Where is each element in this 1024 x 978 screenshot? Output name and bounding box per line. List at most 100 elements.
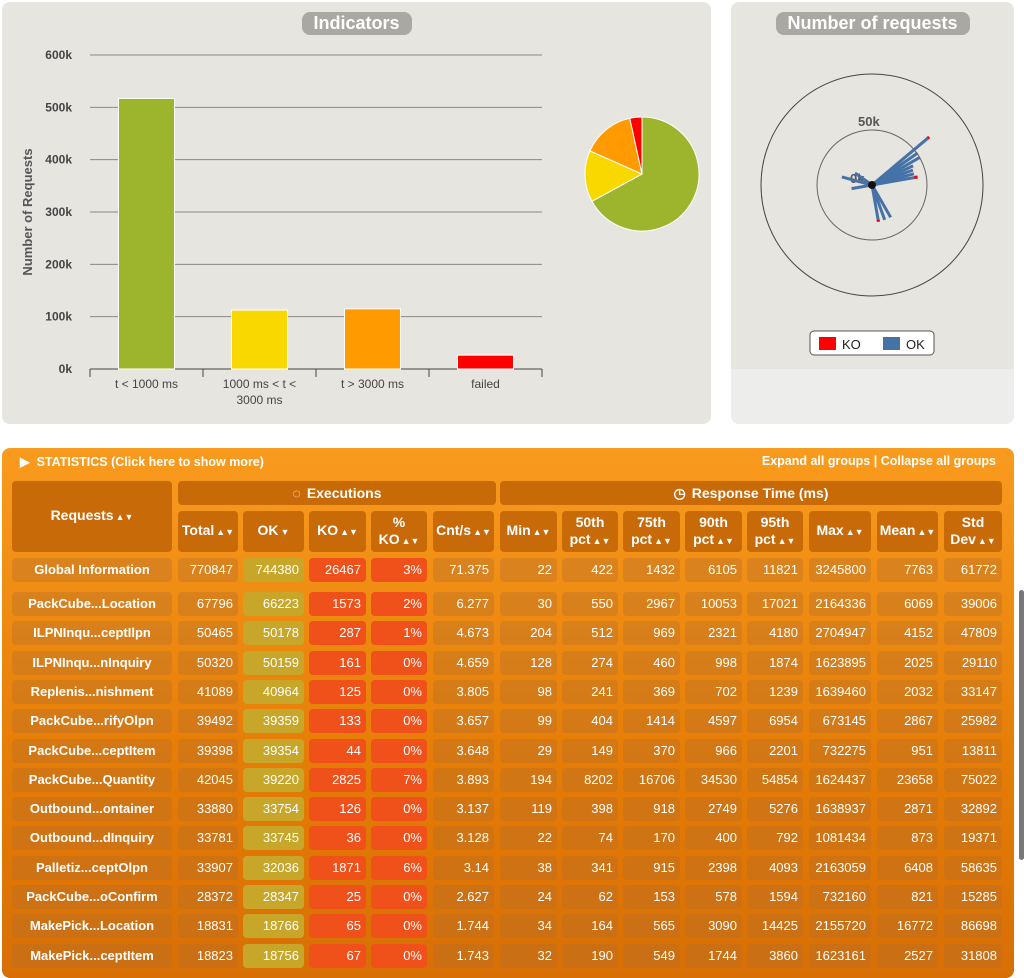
cell-ko: 1573 (309, 592, 366, 616)
y-tick-label: 400k (45, 153, 72, 167)
cell-cnt-s: 6.277 (433, 592, 494, 616)
cell-75th-pct: 170 (623, 826, 680, 850)
cell-mean: 2032 (877, 680, 938, 704)
cell-75th-pct: 918 (623, 797, 680, 821)
request-name[interactable]: PackCube...Quantity (12, 768, 172, 792)
x-tick-label: 1000 ms < t < (223, 377, 296, 391)
cell-95th-pct: 11821 (747, 558, 803, 582)
scrollbar[interactable] (1019, 590, 1024, 860)
cell-cnt-s: 3.805 (433, 680, 494, 704)
cell--ko: 6% (371, 856, 427, 880)
cell-std-dev: 32892 (944, 797, 1002, 821)
cell-mean: 951 (877, 739, 938, 763)
column-header[interactable]: Mean▲▼ (877, 511, 938, 552)
column-header[interactable]: 90th pct▲▼ (685, 511, 742, 552)
cell-total: 33781 (178, 826, 238, 850)
column-header-label: Max (816, 522, 843, 538)
column-header[interactable]: Std Dev▲▼ (944, 511, 1002, 552)
column-header[interactable]: Min▲▼ (500, 511, 557, 552)
x-tick-label: 3000 ms (236, 393, 282, 407)
column-header[interactable]: OK▼ (243, 511, 304, 552)
column-header-label: Cnt/s (436, 522, 471, 538)
request-name[interactable]: PackCube...rifyOlpn (12, 709, 172, 733)
cell-min: 22 (500, 826, 557, 850)
cell-95th-pct: 54854 (747, 768, 803, 792)
cell-75th-pct: 460 (623, 651, 680, 675)
cell-total: 39398 (178, 739, 238, 763)
statistics-panel: ▶ STATISTICS (Click here to show more) E… (2, 448, 1014, 978)
request-name[interactable]: Outbound...dInquiry (12, 826, 172, 850)
cell-50th-pct: 341 (562, 856, 618, 880)
request-name[interactable]: PackCube...ceptItem (12, 739, 172, 763)
request-name[interactable]: Global Information (12, 558, 172, 582)
cell-90th-pct: 4597 (685, 709, 742, 733)
request-name[interactable]: Outbound...ontainer (12, 797, 172, 821)
response-time-label: Response Time (ms) (692, 485, 829, 501)
cell-min: 30 (500, 592, 557, 616)
cell-mean: 16772 (877, 914, 938, 938)
cell-min: 34 (500, 914, 557, 938)
y-tick-label: 600k (45, 48, 72, 62)
cell-mean: 6408 (877, 856, 938, 880)
cell-95th-pct: 14425 (747, 914, 803, 938)
cell--ko: 0% (371, 651, 427, 675)
cell-cnt-s: 71.375 (433, 558, 494, 582)
executions-label: Executions (307, 485, 382, 501)
column-header[interactable]: KO▲▼ (309, 511, 366, 552)
column-header[interactable]: % KO▲▼ (371, 511, 427, 552)
cell-ok: 744380 (243, 558, 304, 582)
expand-all-link[interactable]: Expand all groups (762, 454, 870, 468)
cell-50th-pct: 274 (562, 651, 618, 675)
cell-min: 38 (500, 856, 557, 880)
cell-total: 28372 (178, 885, 238, 909)
cell-cnt-s: 3.657 (433, 709, 494, 733)
request-name[interactable]: PackCube...Location (12, 592, 172, 616)
cell-min: 32 (500, 944, 557, 968)
request-name[interactable]: ILPNInqu...ceptIlpn (12, 621, 172, 645)
column-header[interactable]: 95th pct▲▼ (747, 511, 803, 552)
sort-icon: ▲▼ (917, 527, 935, 537)
cell-95th-pct: 2201 (747, 739, 803, 763)
cell-75th-pct: 1414 (623, 709, 680, 733)
request-name[interactable]: Replenis...nishment (12, 680, 172, 704)
cell-min: 22 (500, 558, 557, 582)
collapse-all-link[interactable]: Collapse all groups (881, 454, 996, 468)
cell-mean: 2871 (877, 797, 938, 821)
cell-75th-pct: 369 (623, 680, 680, 704)
cell-max: 2704947 (809, 621, 871, 645)
sort-icon: ▲▼ (473, 527, 491, 537)
column-header[interactable]: 75th pct▲▼ (623, 511, 680, 552)
column-header-label: Min (507, 522, 531, 538)
cell-total: 67796 (178, 592, 238, 616)
cell-max: 732275 (809, 739, 871, 763)
y-tick-label: 200k (45, 257, 72, 271)
column-header[interactable]: Cnt/s▲▼ (433, 511, 494, 552)
cell-std-dev: 47809 (944, 621, 1002, 645)
cell-max: 1623161 (809, 944, 871, 968)
column-header[interactable]: Total▲▼ (178, 511, 238, 552)
expand-triangle-icon: ▶ (20, 455, 30, 469)
statistics-toggle[interactable]: ▶ STATISTICS (Click here to show more) (20, 454, 264, 469)
cell-mean: 2867 (877, 709, 938, 733)
cell-ok: 50178 (243, 621, 304, 645)
bar (458, 355, 514, 369)
cell--ko: 0% (371, 944, 427, 968)
column-header[interactable]: 50th pct▲▼ (562, 511, 618, 552)
x-tick-label: t < 1000 ms (115, 377, 178, 391)
cell-ok: 39359 (243, 709, 304, 733)
cell-95th-pct: 5276 (747, 797, 803, 821)
requests-header[interactable]: Requests▲▼ (12, 481, 172, 552)
column-header[interactable]: Max▲▼ (809, 511, 871, 552)
cell-50th-pct: 8202 (562, 768, 618, 792)
request-name[interactable]: PackCube...oConfirm (12, 885, 172, 909)
request-name[interactable]: ILPNInqu...nInquiry (12, 651, 172, 675)
cell-90th-pct: 10053 (685, 592, 742, 616)
cell-std-dev: 86698 (944, 914, 1002, 938)
cell-ko: 1871 (309, 856, 366, 880)
ring-label: 50k (858, 114, 880, 129)
request-name[interactable]: MakePick...ceptItem (12, 944, 172, 968)
request-name[interactable]: MakePick...Location (12, 914, 172, 938)
request-name[interactable]: Palletiz...ceptOlpn (12, 856, 172, 880)
cell-total: 39492 (178, 709, 238, 733)
cell-total: 41089 (178, 680, 238, 704)
